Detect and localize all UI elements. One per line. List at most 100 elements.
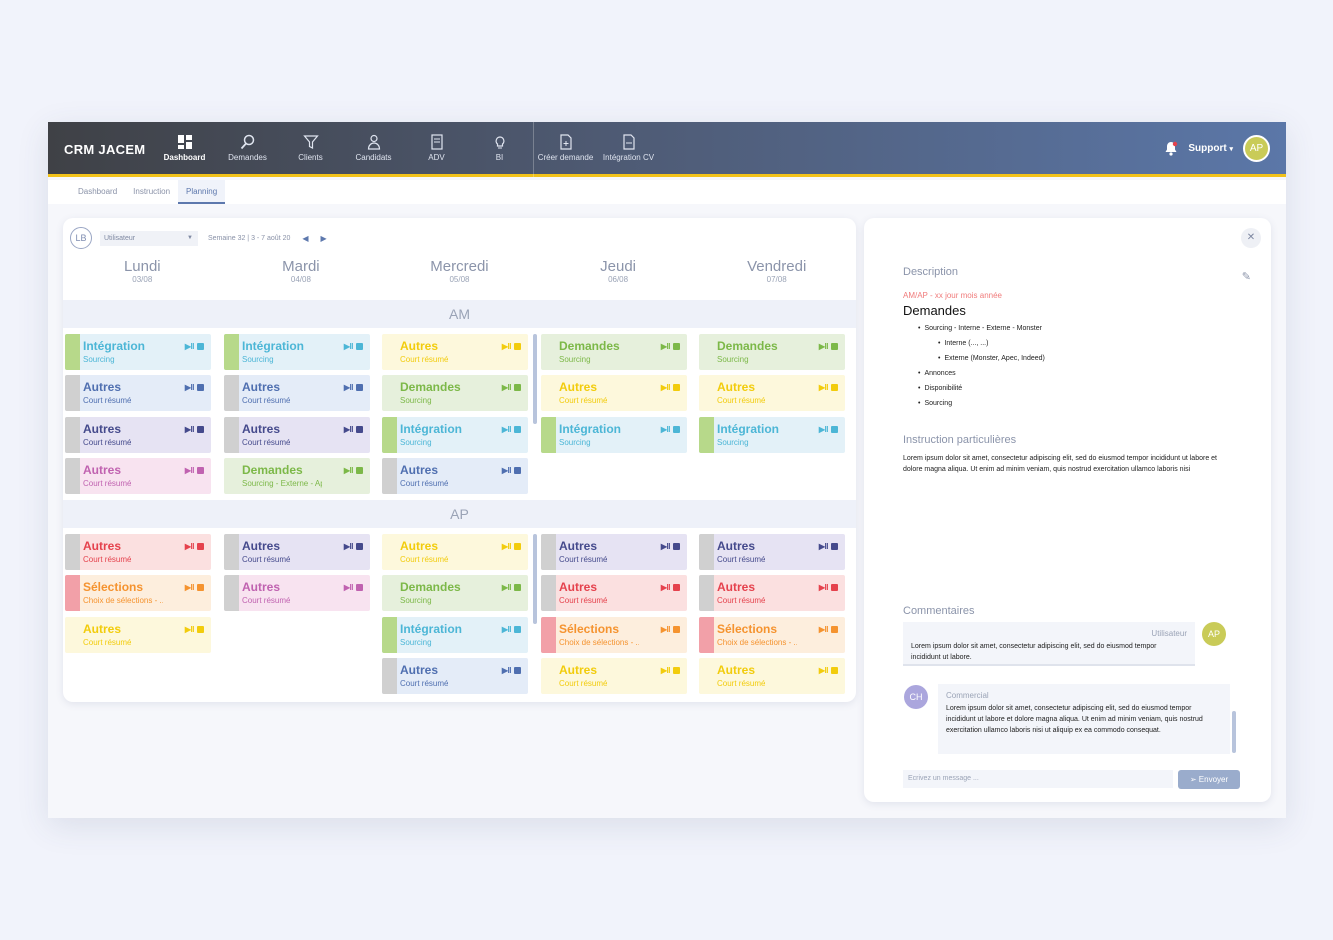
play-pause-icon[interactable]: ▶ll: [343, 383, 354, 393]
stop-icon[interactable]: [356, 466, 363, 474]
nav-item-demandes[interactable]: Demandes: [216, 122, 279, 177]
stop-icon[interactable]: [514, 543, 521, 550]
stop-icon[interactable]: [197, 625, 204, 633]
planning-card[interactable]: Autres Court résumé ▶ll: [382, 334, 528, 370]
play-pause-icon[interactable]: ▶ll: [818, 583, 829, 593]
brand-logo[interactable]: CRM JACEM: [64, 142, 146, 157]
play-pause-stop-controls[interactable]: ▶ll: [819, 583, 838, 592]
planning-card[interactable]: Autres Court résumé ▶ll: [382, 534, 528, 570]
play-pause-stop-controls[interactable]: ▶ll: [185, 342, 204, 351]
play-pause-stop-controls[interactable]: ▶ll: [502, 342, 521, 351]
planning-card[interactable]: Autres Court résumé ▶ll: [65, 416, 211, 453]
play-pause-icon[interactable]: ▶ll: [184, 542, 195, 551]
planning-card[interactable]: Autres Court résumé ▶ll: [699, 657, 845, 694]
play-pause-icon[interactable]: ▶ll: [343, 424, 354, 434]
scrollbar-am[interactable]: [533, 334, 537, 424]
support-menu[interactable]: Support ▾: [1188, 143, 1233, 154]
planning-card[interactable]: Demandes Sourcing ▶ll: [382, 375, 528, 412]
user-avatar-lb[interactable]: LB: [70, 227, 92, 249]
stop-icon[interactable]: [673, 343, 680, 350]
nav-item-int-gration-cv[interactable]: Intégration CV: [597, 122, 660, 177]
play-pause-icon[interactable]: ▶ll: [818, 342, 829, 351]
play-pause-icon[interactable]: ▶ll: [501, 342, 512, 351]
play-pause-stop-controls[interactable]: ▶ll: [819, 383, 838, 392]
send-button[interactable]: ➢ Envoyer: [1178, 770, 1240, 789]
play-pause-icon[interactable]: ▶ll: [501, 542, 512, 551]
planning-card[interactable]: Intégration Sourcing ▶ll: [699, 416, 845, 453]
stop-icon[interactable]: [831, 666, 838, 674]
planning-card[interactable]: Autres Court résumé ▶ll: [541, 375, 687, 412]
stop-icon[interactable]: [831, 384, 838, 392]
stop-icon[interactable]: [197, 343, 204, 350]
planning-card[interactable]: Autres Court résumé ▶ll: [65, 534, 211, 570]
stop-icon[interactable]: [356, 584, 363, 592]
stop-icon[interactable]: [514, 584, 521, 592]
stop-icon[interactable]: [831, 543, 838, 550]
planning-card[interactable]: Autres Court résumé ▶ll: [224, 416, 370, 453]
play-pause-stop-controls[interactable]: ▶ll: [819, 542, 838, 551]
play-pause-icon[interactable]: ▶ll: [660, 383, 671, 393]
planning-card[interactable]: Autres Court résumé ▶ll: [382, 457, 528, 494]
play-pause-stop-controls[interactable]: ▶ll: [502, 383, 521, 392]
planning-card[interactable]: Autres Court résumé ▶ll: [541, 575, 687, 612]
play-pause-stop-controls[interactable]: ▶ll: [819, 342, 838, 351]
nav-item-adv[interactable]: ADV: [405, 122, 468, 177]
planning-card[interactable]: Autres Court résumé ▶ll: [699, 575, 845, 612]
stop-icon[interactable]: [197, 584, 204, 592]
play-pause-icon[interactable]: ▶ll: [343, 542, 354, 551]
stop-icon[interactable]: [831, 425, 838, 433]
play-pause-stop-controls[interactable]: ▶ll: [502, 583, 521, 592]
user-avatar[interactable]: AP: [1243, 135, 1270, 162]
play-pause-icon[interactable]: ▶ll: [343, 465, 354, 475]
play-pause-stop-controls[interactable]: ▶ll: [661, 666, 680, 675]
stop-icon[interactable]: [356, 543, 363, 550]
nav-item-cr-er-demande[interactable]: Créer demande: [534, 122, 597, 177]
planning-card[interactable]: Demandes Sourcing ▶ll: [699, 334, 845, 370]
stop-icon[interactable]: [356, 425, 363, 433]
stop-icon[interactable]: [673, 625, 680, 633]
planning-card[interactable]: Autres Court résumé ▶ll: [224, 534, 370, 570]
prev-week-icon[interactable]: ◀: [302, 233, 309, 243]
stop-icon[interactable]: [514, 343, 521, 350]
close-icon[interactable]: ✕: [1241, 228, 1261, 248]
play-pause-stop-controls[interactable]: ▶ll: [344, 383, 363, 392]
play-pause-icon[interactable]: ▶ll: [501, 465, 512, 475]
play-pause-icon[interactable]: ▶ll: [184, 583, 195, 593]
play-pause-stop-controls[interactable]: ▶ll: [344, 583, 363, 592]
play-pause-stop-controls[interactable]: ▶ll: [661, 625, 680, 634]
play-pause-stop-controls[interactable]: ▶ll: [661, 583, 680, 592]
play-pause-icon[interactable]: ▶ll: [818, 542, 829, 551]
bell-icon[interactable]: [1164, 141, 1178, 156]
play-pause-icon[interactable]: ▶ll: [343, 342, 354, 351]
stop-icon[interactable]: [831, 343, 838, 350]
stop-icon[interactable]: [831, 625, 838, 633]
play-pause-icon[interactable]: ▶ll: [501, 624, 512, 634]
planning-card[interactable]: Autres Court résumé ▶ll: [699, 534, 845, 570]
play-pause-icon[interactable]: ▶ll: [184, 424, 195, 434]
play-pause-stop-controls[interactable]: ▶ll: [661, 342, 680, 351]
planning-card[interactable]: Autres Court résumé ▶ll: [699, 375, 845, 412]
tab-planning[interactable]: Planning: [178, 180, 226, 204]
play-pause-icon[interactable]: ▶ll: [660, 542, 671, 551]
planning-card[interactable]: Demandes Sourcing ▶ll: [382, 575, 528, 612]
stop-icon[interactable]: [356, 343, 363, 350]
play-pause-icon[interactable]: ▶ll: [184, 383, 195, 393]
stop-icon[interactable]: [197, 543, 204, 550]
planning-card[interactable]: Sélections Choix de sélections - ... ▶ll: [65, 575, 211, 612]
play-pause-icon[interactable]: ▶ll: [660, 424, 671, 434]
planning-card[interactable]: Autres Court résumé ▶ll: [65, 616, 211, 653]
nav-item-candidats[interactable]: Candidats: [342, 122, 405, 177]
comments-scrollbar[interactable]: [1232, 711, 1236, 753]
stop-icon[interactable]: [356, 384, 363, 392]
planning-card[interactable]: Demandes Sourcing ▶ll: [541, 334, 687, 370]
message-input[interactable]: Ecrivez un message ...: [903, 770, 1173, 788]
play-pause-stop-controls[interactable]: ▶ll: [661, 383, 680, 392]
play-pause-stop-controls[interactable]: ▶ll: [344, 425, 363, 434]
play-pause-icon[interactable]: ▶ll: [660, 624, 671, 634]
nav-item-clients[interactable]: Clients: [279, 122, 342, 177]
stop-icon[interactable]: [514, 425, 521, 433]
play-pause-stop-controls[interactable]: ▶ll: [502, 625, 521, 634]
stop-icon[interactable]: [197, 466, 204, 474]
next-week-icon[interactable]: ▶: [320, 233, 327, 243]
